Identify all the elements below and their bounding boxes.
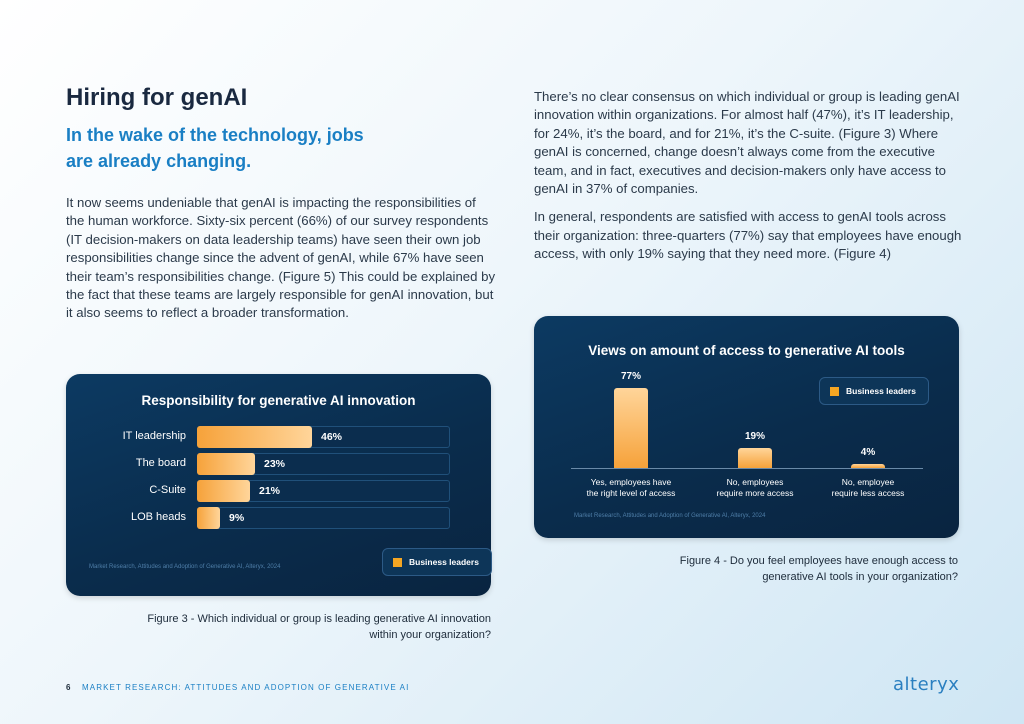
bar-value-label: 23% bbox=[264, 458, 286, 470]
access-paragraph: In general, respondents are satisfied wi… bbox=[534, 209, 962, 262]
bar bbox=[197, 507, 220, 529]
page-subtitle: In the wake of the technology, jobs are … bbox=[66, 125, 364, 171]
axis-baseline bbox=[571, 468, 923, 469]
chart-title: Views on amount of access to generative … bbox=[588, 343, 905, 358]
category-label-line: No, employees bbox=[726, 477, 784, 487]
bar-label: IT leadership bbox=[122, 430, 186, 442]
page-title: Hiring for genAI bbox=[66, 84, 248, 111]
chart-title: Responsibility for generative AI innovat… bbox=[141, 393, 416, 408]
access-chart: Views on amount of access to generative … bbox=[534, 316, 959, 538]
legend-swatch bbox=[393, 557, 402, 567]
left-column: Hiring for genAI In the wake of the tech… bbox=[66, 84, 496, 333]
bar-value-label: 9% bbox=[229, 512, 245, 524]
figure-3-caption: Figure 3 - Which individual or group is … bbox=[147, 613, 491, 641]
bar-label: The board bbox=[135, 457, 186, 469]
legend-swatch bbox=[830, 386, 839, 396]
bar-label: LOB heads bbox=[130, 511, 186, 523]
bar-label: C-Suite bbox=[149, 484, 186, 496]
bar-category-label: No, employees require more access bbox=[690, 477, 820, 499]
bar-value-label: 21% bbox=[259, 485, 281, 497]
page-number: 6 bbox=[66, 683, 71, 692]
category-label-line: require less access bbox=[831, 488, 905, 498]
category-label-line: require more access bbox=[716, 488, 794, 498]
chart-legend: Business leaders bbox=[819, 377, 929, 405]
bar bbox=[614, 388, 648, 468]
responsibility-chart: Responsibility for generative AI innovat… bbox=[66, 374, 492, 596]
category-label-line: Yes, employees have bbox=[590, 477, 672, 487]
bar bbox=[197, 426, 312, 448]
intro-paragraph: It now seems undeniable that genAI is im… bbox=[66, 195, 496, 321]
bar-category-label: Yes, employees have the right level of ac… bbox=[566, 477, 696, 499]
bar-value-label: 4% bbox=[860, 447, 876, 458]
bar bbox=[197, 453, 255, 475]
bar bbox=[738, 448, 772, 468]
figure-4-caption: Figure 4 - Do you feel employees have en… bbox=[679, 555, 958, 583]
chart-source: Market Research, Attitudes and Adoption … bbox=[89, 564, 281, 570]
bar-value-label: 19% bbox=[744, 431, 765, 442]
legend-label: Business leaders bbox=[846, 386, 916, 396]
category-label-line: the right level of access bbox=[586, 488, 676, 498]
bar bbox=[851, 464, 885, 468]
chart-legend: Business leaders bbox=[382, 548, 492, 576]
alteryx-logo: alteryx bbox=[893, 674, 960, 695]
category-label-line: No, employee bbox=[841, 477, 895, 487]
legend-label: Business leaders bbox=[409, 557, 479, 567]
bar-value-label: 77% bbox=[620, 371, 641, 382]
consensus-paragraph: There’s no clear consensus on which indi… bbox=[534, 89, 960, 197]
bar bbox=[197, 480, 250, 502]
chart-source: Market Research, Attitudes and Adoption … bbox=[574, 513, 766, 519]
bar-category-label: No, employee require less access bbox=[803, 477, 933, 499]
footer-title: MARKET RESEARCH: ATTITUDES AND ADOPTION … bbox=[82, 683, 410, 692]
right-column: There’s no clear consensus on which indi… bbox=[534, 88, 962, 274]
bar-value-label: 46% bbox=[321, 431, 343, 443]
